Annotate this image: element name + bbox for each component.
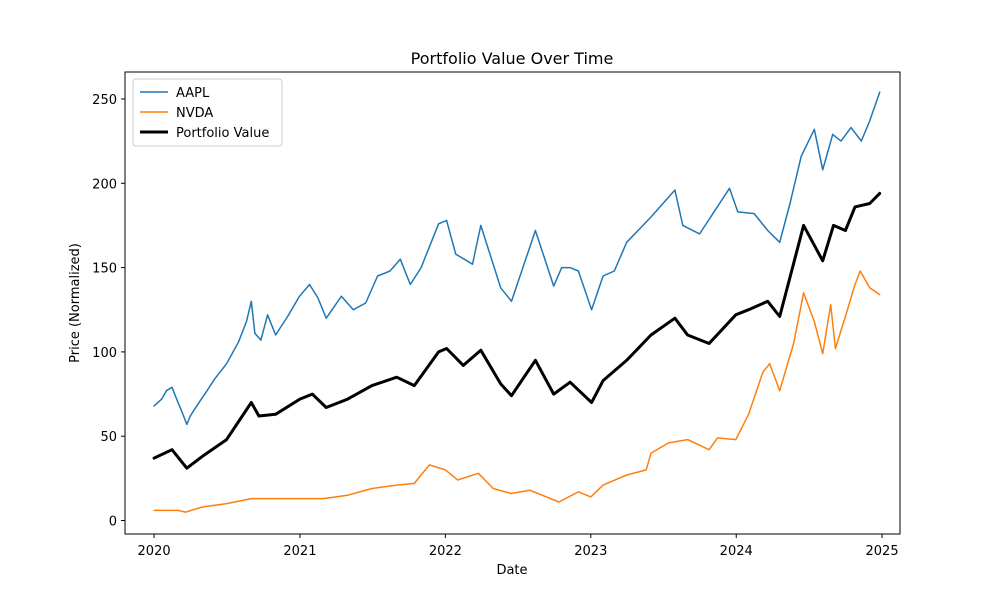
series-line-0	[153, 91, 881, 426]
x-tick-label: 2025	[866, 544, 899, 559]
y-tick-label: 100	[92, 346, 117, 361]
y-tick-label: 50	[100, 430, 117, 445]
x-axis-label: Date	[496, 563, 527, 578]
series-line-2	[152, 191, 882, 470]
legend-label-1: NVDA	[176, 106, 213, 121]
y-tick-label: 250	[92, 93, 117, 108]
series-line-1	[153, 270, 881, 513]
y-tick-label: 150	[92, 262, 117, 277]
series-layer	[152, 91, 882, 513]
x-tick-label: 2023	[574, 544, 607, 559]
plot-frame	[124, 71, 901, 535]
y-axis-ticks: 0 50 100 150 200 250	[92, 93, 125, 530]
y-tick-label: 200	[92, 177, 117, 192]
x-tick-label: 2024	[720, 544, 753, 559]
legend-label-2: Portfolio Value	[176, 126, 269, 141]
legend: AAPL NVDA Portfolio Value	[132, 78, 283, 147]
x-tick-label: 2020	[138, 544, 171, 559]
legend-box	[132, 78, 283, 147]
y-tick-label: 0	[109, 515, 117, 530]
x-tick-label: 2021	[283, 544, 316, 559]
chart-title: Portfolio Value Over Time	[411, 49, 614, 68]
legend-label-0: AAPL	[176, 86, 210, 101]
x-axis-ticks: 2020 2021 2022 2023 2024 2025	[138, 534, 899, 559]
y-axis-label: Price (Normalized)	[68, 243, 83, 363]
x-tick-label: 2022	[429, 544, 462, 559]
